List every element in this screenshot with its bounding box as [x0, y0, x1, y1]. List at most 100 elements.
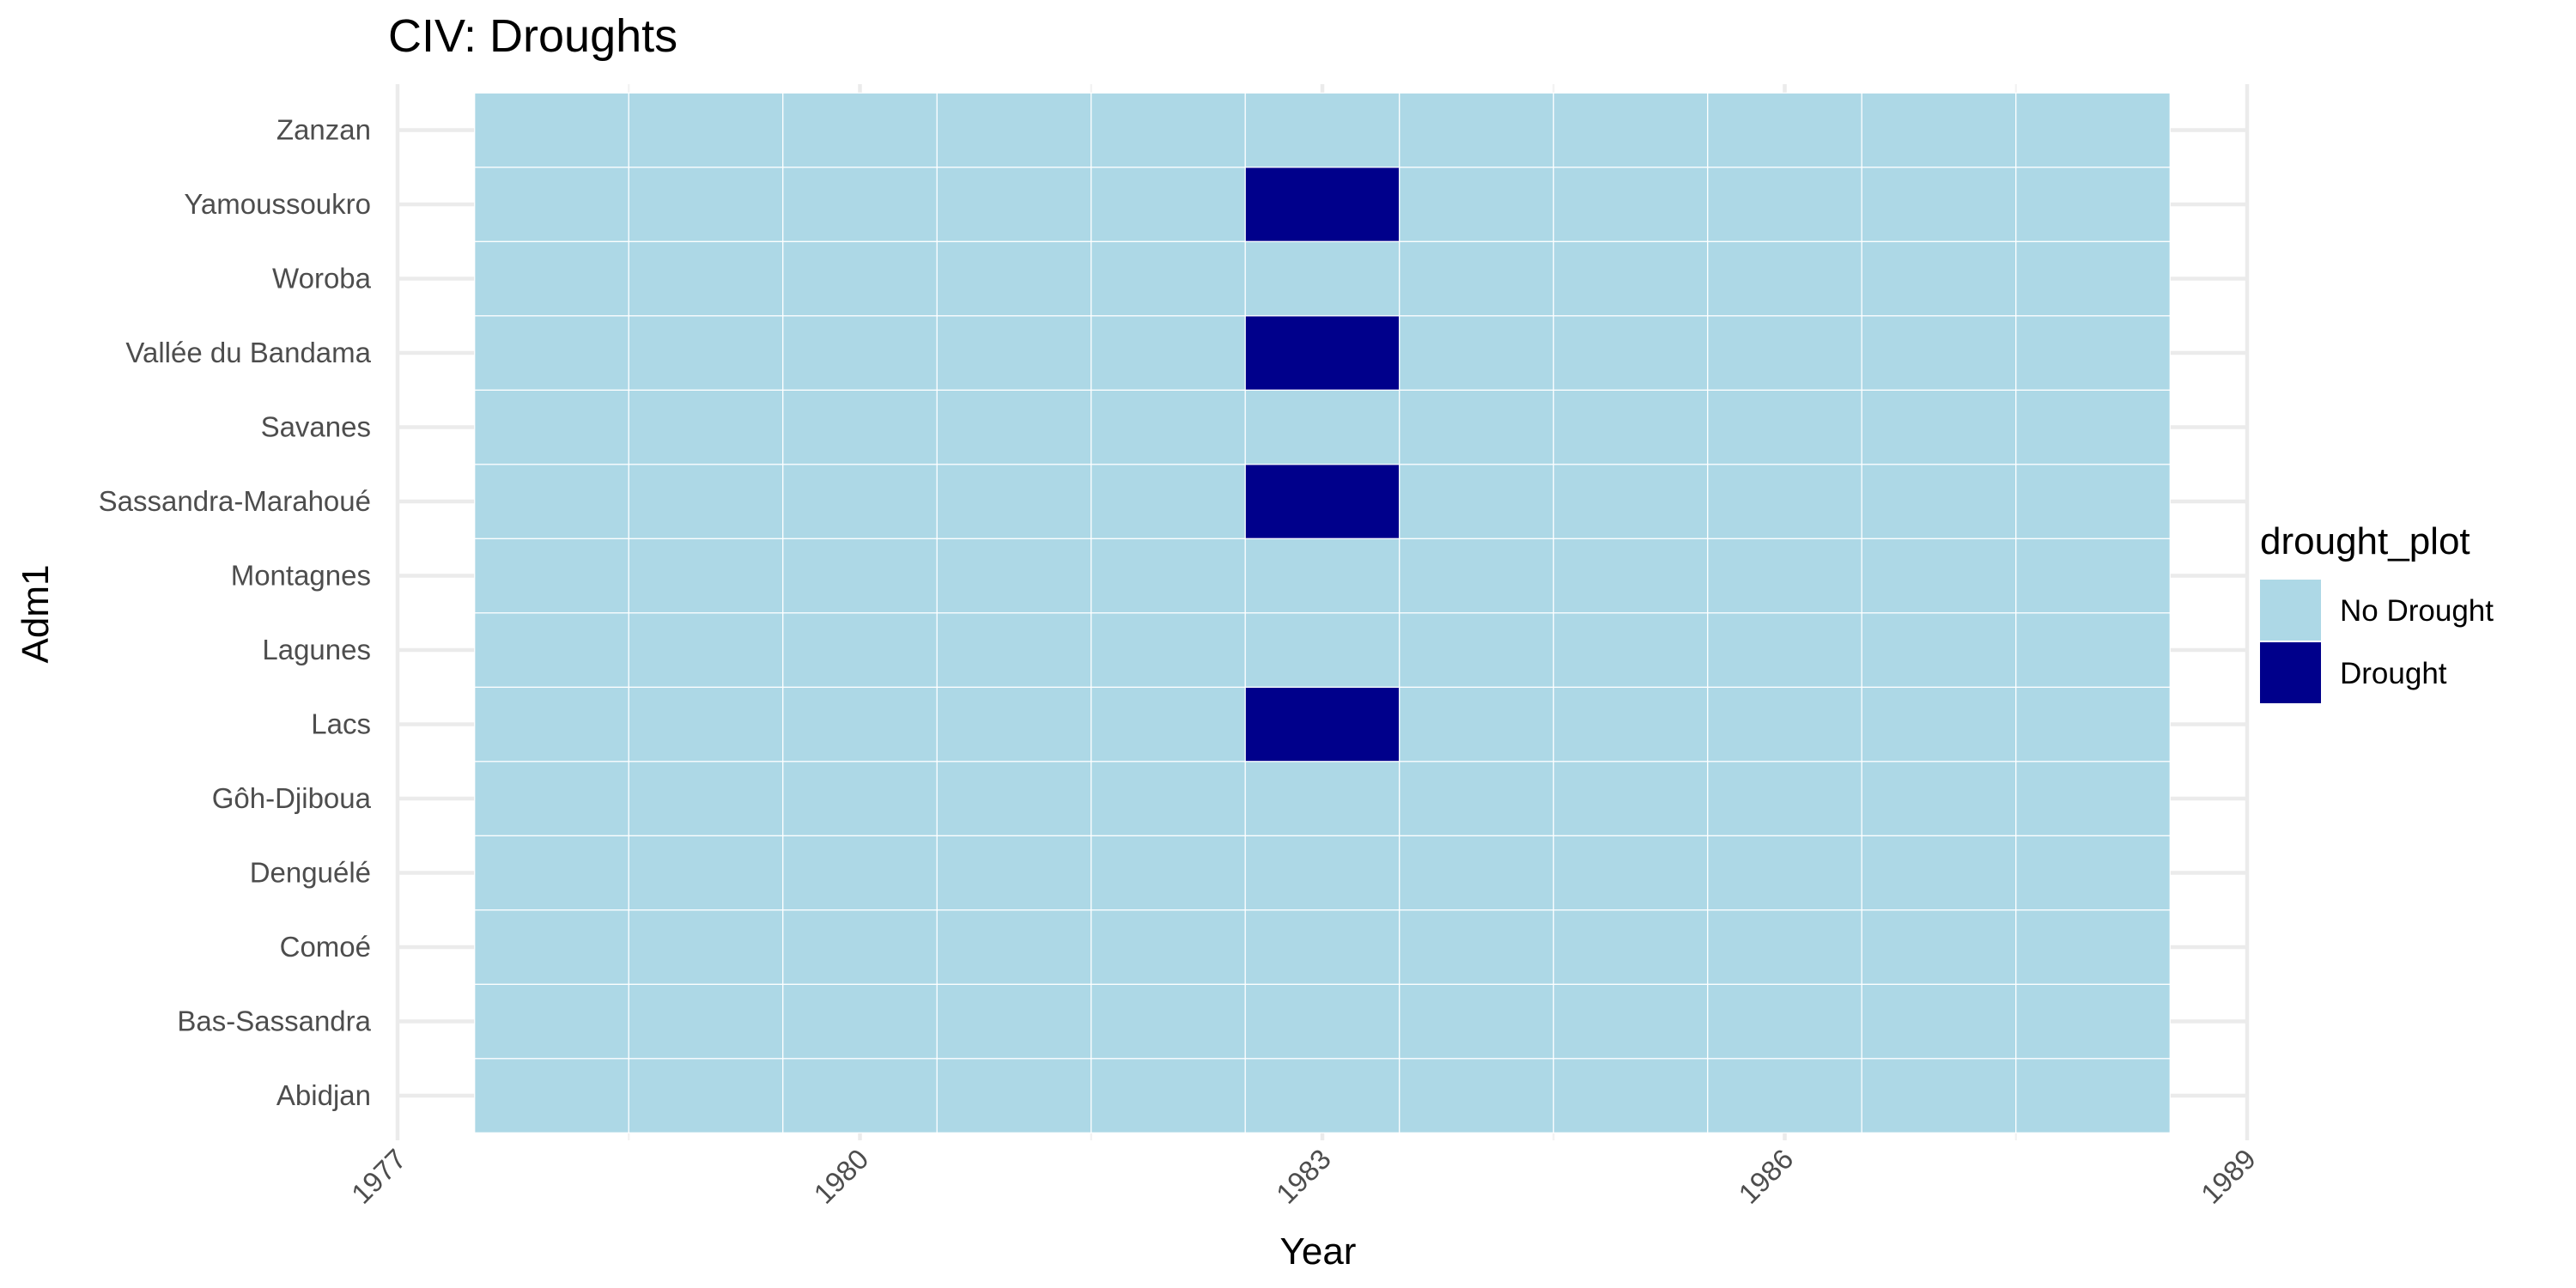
heatmap-tile: [1091, 686, 1246, 762]
legend-title: drought_plot: [2260, 520, 2470, 562]
heatmap-tile: [1707, 983, 1862, 1060]
heatmap-tile: [1244, 315, 1400, 391]
heatmap-tile: [628, 538, 784, 614]
heatmap-tile: [1399, 761, 1554, 836]
heatmap-tile: [1399, 389, 1554, 465]
heatmap-tile: [782, 167, 938, 242]
y-axis-title: Adm1: [15, 565, 57, 664]
heatmap-tile: [936, 464, 1092, 539]
heatmap-tile: [2015, 464, 2171, 539]
heatmap-tile: [1244, 92, 1400, 168]
heatmap-tile: [1244, 612, 1400, 688]
heatmap-tile: [1707, 909, 1862, 985]
heatmap-tiles: [474, 92, 2171, 1133]
heatmap-tile: [1707, 1058, 1862, 1133]
y-tick-label: Yamoussoukro: [184, 188, 371, 220]
legend-label: Drought: [2340, 657, 2447, 690]
heatmap-tile: [1707, 686, 1862, 762]
heatmap-tile: [1707, 389, 1862, 465]
y-tick-label: Savanes: [261, 411, 371, 443]
heatmap-tile: [782, 538, 938, 614]
heatmap-tile: [1552, 1058, 1709, 1133]
heatmap-tile: [1399, 240, 1554, 317]
heatmap-tile: [2015, 389, 2171, 465]
heatmap-tile: [1244, 983, 1400, 1060]
heatmap-tile: [1091, 909, 1246, 985]
heatmap-tile: [782, 240, 938, 317]
heatmap-tile: [1244, 835, 1400, 911]
heatmap-tile: [1399, 835, 1554, 911]
heatmap-tile: [628, 1058, 784, 1133]
heatmap-tile: [936, 835, 1092, 911]
heatmap-tile: [1399, 538, 1554, 614]
x-tick-label: 1989: [2195, 1143, 2262, 1210]
heatmap-tile: [1244, 240, 1400, 317]
heatmap-tile: [474, 240, 629, 317]
heatmap-tile: [2015, 761, 2171, 836]
heatmap-tile: [936, 1058, 1092, 1133]
heatmap-tile: [2015, 983, 2171, 1060]
heatmap-tile: [1399, 909, 1554, 985]
heatmap-tile: [1091, 983, 1246, 1060]
heatmap-tile: [1861, 92, 2017, 168]
heatmap-tile: [2015, 538, 2171, 614]
legend-items: No Drought Drought: [2260, 580, 2494, 703]
heatmap-tile: [628, 835, 784, 911]
heatmap-tile: [474, 167, 629, 242]
heatmap-tile: [1707, 464, 1862, 539]
heatmap-tile: [782, 389, 938, 465]
y-tick-label: Montagnes: [231, 560, 371, 592]
heatmap-tile: [936, 612, 1092, 688]
heatmap-tile: [1244, 686, 1400, 762]
heatmap-tile: [1091, 167, 1246, 242]
heatmap-tile: [628, 761, 784, 836]
heatmap-tile: [782, 315, 938, 391]
heatmap-tile: [1861, 761, 2017, 836]
heatmap-tile: [1861, 240, 2017, 317]
heatmap-tile: [936, 315, 1092, 391]
heatmap-tile: [1399, 1058, 1554, 1133]
heatmap-tile: [782, 835, 938, 911]
heatmap-tile: [2015, 612, 2171, 688]
heatmap-tile: [1707, 538, 1862, 614]
heatmap-tile: [1861, 983, 2017, 1060]
heatmap-tile: [1091, 538, 1246, 614]
heatmap-tile: [936, 389, 1092, 465]
y-tick-label: Abidjan: [276, 1079, 371, 1111]
chart-title: CIV: Droughts: [388, 10, 677, 62]
heatmap-tile: [474, 1058, 629, 1133]
heatmap-tile: [2015, 835, 2171, 911]
heatmap-tile: [782, 909, 938, 985]
heatmap-tile: [936, 686, 1092, 762]
heatmap-tile: [1861, 835, 2017, 911]
heatmap-tile: [1399, 983, 1554, 1060]
heatmap-tile: [1244, 464, 1400, 539]
heatmap-tile: [1707, 92, 1862, 168]
heatmap-tile: [628, 315, 784, 391]
heatmap-tile: [474, 92, 629, 168]
x-axis-tick-labels: 1977 1980 1983 1986 1989: [345, 1143, 2262, 1210]
heatmap-tile: [1399, 612, 1554, 688]
y-tick-label: Sassandra-Marahoué: [99, 485, 371, 517]
heatmap-tile: [474, 761, 629, 836]
heatmap-tile: [782, 761, 938, 836]
heatmap-tile: [2015, 167, 2171, 242]
heatmap-tile: [1244, 909, 1400, 985]
heatmap-tile: [474, 686, 629, 762]
heatmap-tile: [1244, 538, 1400, 614]
heatmap-tile: [1091, 835, 1246, 911]
heatmap-tile: [1861, 315, 2017, 391]
heatmap-tile: [628, 240, 784, 317]
heatmap-tile: [474, 315, 629, 391]
heatmap-tile: [782, 92, 938, 168]
heatmap-tile: [1399, 92, 1554, 168]
x-axis-title: Year: [1280, 1230, 1357, 1273]
heatmap-tile: [628, 389, 784, 465]
heatmap-tile: [1091, 1058, 1246, 1133]
heatmap-tile: [1552, 240, 1709, 317]
x-tick-label: 1980: [807, 1143, 874, 1210]
heatmap-tile: [474, 464, 629, 539]
heatmap-tile: [1399, 315, 1554, 391]
y-tick-label: Denguélé: [250, 857, 371, 889]
